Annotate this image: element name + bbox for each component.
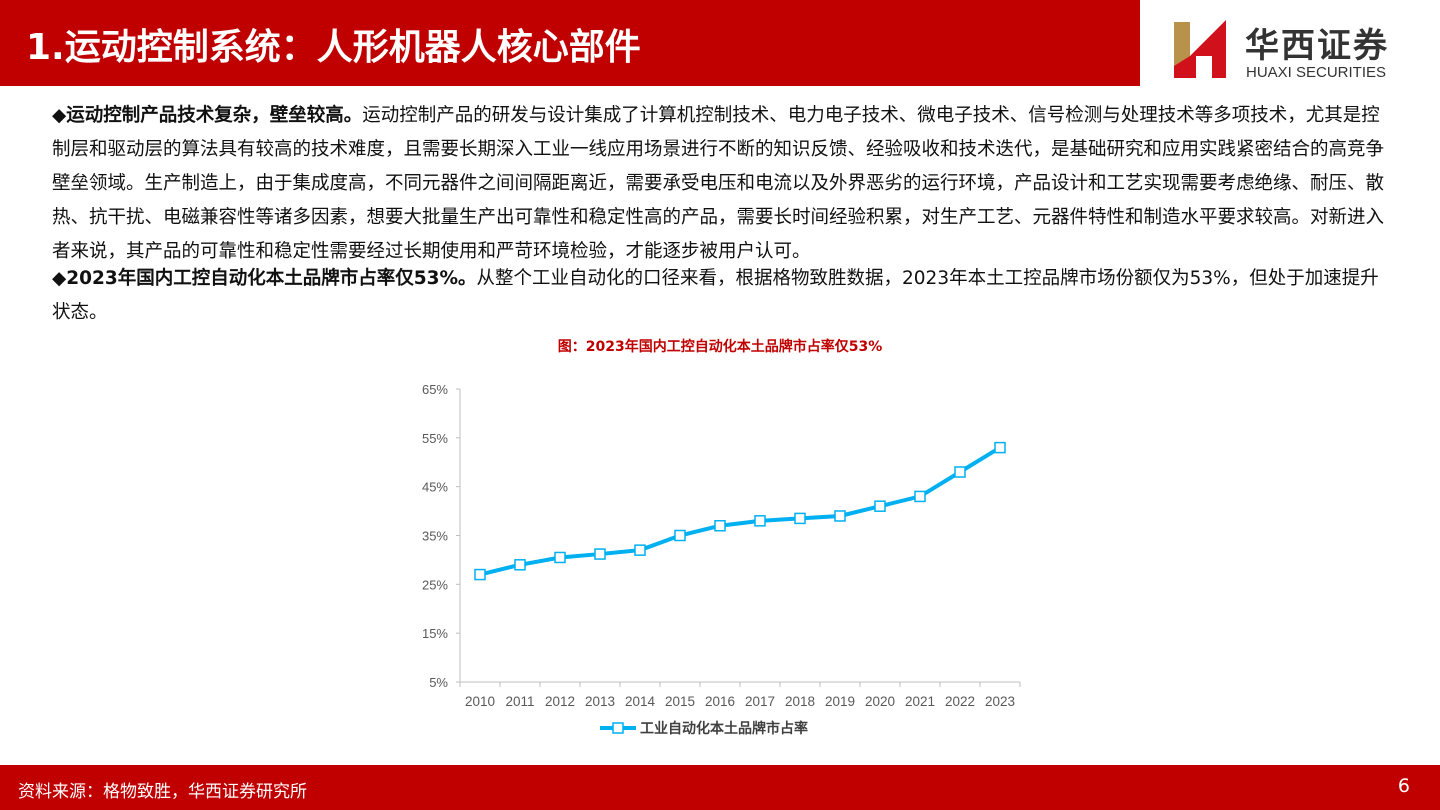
data-point (994, 441, 1006, 454)
x-tick-label: 2012 (545, 694, 575, 709)
logo-cn: 华西证券 (1245, 26, 1389, 66)
series-line (479, 445, 1002, 577)
data-point (754, 515, 766, 527)
data-point (874, 500, 886, 512)
huaxi-logo: 华西证券 HUAXI SECURITIES (1170, 16, 1420, 82)
logo-en: HUAXI SECURITIES (1246, 64, 1387, 81)
data-point (554, 551, 566, 564)
x-tick-label: 2015 (665, 694, 695, 709)
y-tick-label: 25% (422, 577, 448, 592)
data-point (674, 529, 686, 542)
data-point (954, 466, 966, 478)
paragraph-1-text: 运动控制产品的研发与设计集成了计算机控制技术、电力电子技术、微电子技术、信号检测… (52, 105, 1385, 262)
logo-h-icon (1174, 20, 1226, 78)
data-point (914, 490, 926, 503)
footer-bar: 资料来源：格物致胜，华西证券研究所 6 (0, 765, 1440, 810)
source-note: 资料来源：格物致胜，华西证券研究所 (18, 782, 307, 802)
page-number: 6 (1397, 775, 1410, 797)
paragraph-1-lead: ◆运动控制产品技术复杂，壁垒较高。 (52, 105, 363, 126)
x-tick-label: 2019 (825, 694, 855, 709)
x-tick-label: 2014 (625, 694, 656, 709)
y-tick-label: 55% (422, 431, 448, 446)
data-point (834, 510, 846, 522)
data-point (794, 512, 806, 525)
x-tick-label: 2020 (865, 694, 895, 709)
paragraph-2: ◆2023年国内工控自动化本土品牌市占率仅53%。从整个工业自动化的口径来看，根… (52, 262, 1392, 330)
data-point (714, 519, 726, 532)
legend-marker (612, 722, 624, 734)
chart-title: 图：2023年国内工控自动化本土品牌市占率仅53% (557, 339, 883, 355)
x-tick-label: 2010 (465, 694, 495, 709)
y-tick-label: 5% (429, 675, 448, 690)
y-tick-label: 15% (422, 626, 448, 641)
x-tick-label: 2011 (505, 694, 534, 709)
legend-label: 工业自动化本土品牌市占率 (640, 720, 808, 737)
data-point (514, 559, 526, 571)
data-point (634, 544, 646, 556)
data-point (474, 568, 486, 581)
x-tick-label: 2023 (985, 694, 1015, 709)
x-tick-label: 2013 (585, 694, 615, 709)
x-tick-label: 2016 (705, 694, 735, 709)
paragraph-2-lead: ◆2023年国内工控自动化本土品牌市占率仅53%。 (52, 268, 477, 289)
y-tick-label: 35% (422, 529, 448, 544)
y-tick-label: 65% (422, 382, 448, 397)
x-tick-label: 2018 (785, 694, 815, 709)
y-tick-label: 45% (422, 480, 448, 495)
x-tick-label: 2017 (745, 694, 775, 709)
data-point (594, 548, 606, 560)
slide-title: 1.运动控制系统：人形机器人核心部件 (26, 27, 641, 68)
paragraph-2-text: 从整个工业自动化的口径来看，根据格物致胜数据，2023年本土工控品牌市场份额仅为… (52, 268, 1379, 323)
header-bar: 1.运动控制系统：人形机器人核心部件 (0, 0, 1140, 86)
paragraph-1: ◆运动控制产品技术复杂，壁垒较高。运动控制产品的研发与设计集成了计算机控制技术、… (52, 99, 1392, 269)
x-tick-label: 2021 (905, 694, 935, 709)
line-chart: 5% 15% 25% 35% 45% 55% 65% 2010 2011 2012 2013 2014… (422, 382, 1021, 737)
x-tick-label: 2022 (945, 694, 975, 709)
